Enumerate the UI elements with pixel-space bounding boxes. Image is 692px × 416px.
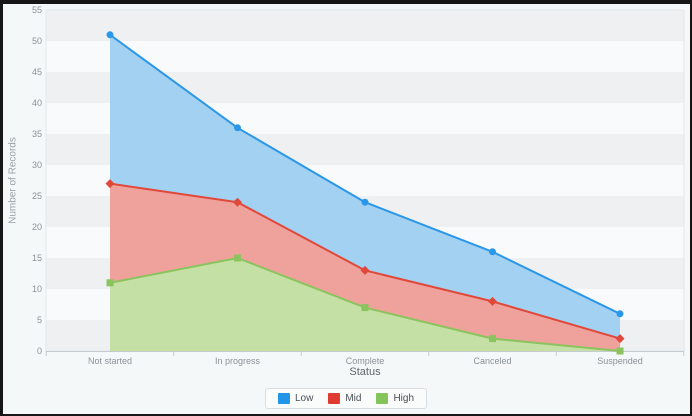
x-axis-category-label: Not started xyxy=(88,356,132,366)
x-axis-title: Status xyxy=(349,366,381,378)
marker-low xyxy=(616,310,624,318)
legend-label-mid: Mid xyxy=(345,393,362,404)
x-axis-category-label: Suspended xyxy=(597,356,643,366)
x-axis-category-label: Complete xyxy=(346,356,385,366)
marker-high xyxy=(234,254,241,262)
marker-high xyxy=(616,347,624,355)
y-axis-tick-label: 25 xyxy=(32,191,42,201)
y-axis-tick-label: 20 xyxy=(32,222,42,232)
legend-swatch-high xyxy=(376,393,389,404)
y-axis-tick-label: 45 xyxy=(32,67,42,77)
y-axis-tick-label: 55 xyxy=(32,5,42,15)
grid-band xyxy=(46,10,684,41)
marker-mid xyxy=(233,197,242,207)
marker-high xyxy=(361,304,369,312)
marker-low xyxy=(489,248,496,256)
y-axis-tick-label: 0 xyxy=(37,346,42,356)
marker-high xyxy=(106,279,114,287)
legend-swatch-mid xyxy=(328,393,341,404)
marker-mid xyxy=(105,179,115,189)
marker-low xyxy=(234,124,241,132)
x-axis-category-label: Canceled xyxy=(473,356,511,366)
marker-mid xyxy=(488,296,497,306)
y-axis-tick-label: 50 xyxy=(32,36,42,46)
y-axis-title: Number of Records xyxy=(7,137,19,224)
y-axis-tick-label: 35 xyxy=(32,129,42,139)
legend: Low Mid High xyxy=(264,388,428,409)
marker-low xyxy=(361,198,369,206)
legend-item-high[interactable]: High xyxy=(376,393,414,404)
y-axis-tick-label: 40 xyxy=(32,98,42,108)
y-axis-tick-label: 5 xyxy=(37,315,42,325)
legend-item-low[interactable]: Low xyxy=(277,393,314,404)
y-axis-tick-label: 15 xyxy=(32,253,42,263)
legend-label-high: High xyxy=(393,393,415,404)
legend-item-mid[interactable]: Mid xyxy=(328,393,361,404)
y-axis-tick-label: 30 xyxy=(32,160,42,170)
x-axis-category-label: In progress xyxy=(215,356,261,366)
marker-low xyxy=(106,31,114,39)
marker-high xyxy=(489,335,496,343)
y-axis-tick-label: 10 xyxy=(32,284,42,294)
marker-mid xyxy=(615,334,625,344)
series-area-high xyxy=(110,258,620,351)
legend-label-low: Low xyxy=(294,393,314,404)
marker-mid xyxy=(360,265,370,275)
legend-swatch-low xyxy=(277,393,290,404)
